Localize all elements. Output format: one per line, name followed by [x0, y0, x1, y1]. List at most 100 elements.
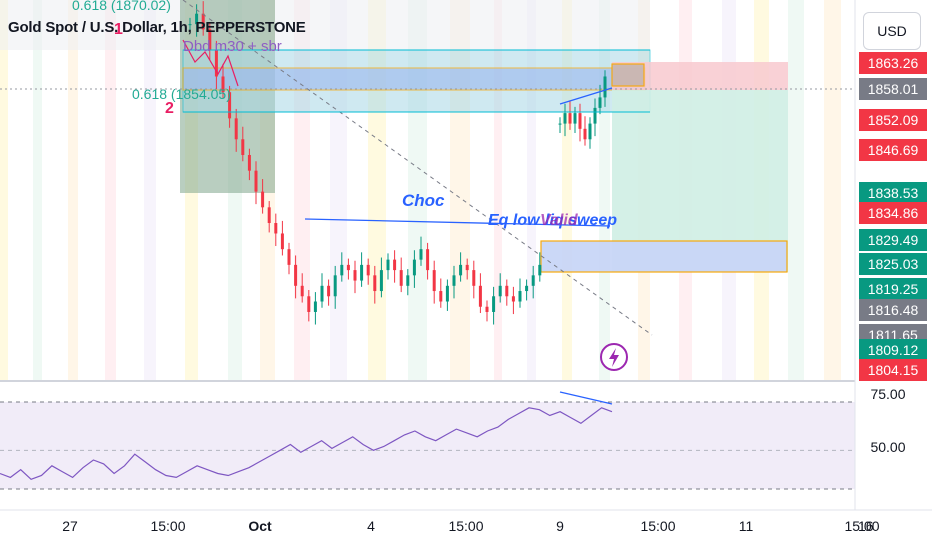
candle-body	[511, 296, 515, 302]
candle-body	[379, 270, 383, 292]
candle-body	[340, 264, 344, 276]
price-label: 1838.53	[868, 185, 919, 201]
time-axis-label: 16	[858, 518, 874, 534]
candle-body	[247, 154, 251, 171]
candle-body	[280, 233, 284, 250]
rsi-axis-label: 50.00	[870, 439, 905, 455]
time-axis-label: Oct	[248, 518, 272, 534]
session-band	[788, 0, 804, 380]
price-label-bg	[859, 229, 927, 251]
choc-annotation: Choc	[402, 191, 445, 210]
time-axis-label: 11	[739, 518, 754, 534]
time-axis-label: 27	[62, 518, 78, 534]
price-label-bg	[859, 78, 927, 100]
candle-body	[485, 306, 489, 312]
candle-body	[598, 97, 602, 108]
time-axis-label: 9	[556, 518, 564, 534]
candle-body	[201, 13, 205, 30]
candle-body	[412, 259, 416, 276]
lightning-bolt	[609, 348, 619, 367]
liq-sweep-annotation: liq sweep	[545, 212, 618, 229]
rsi-axis-label: 75.00	[870, 386, 905, 402]
candle-body	[426, 249, 430, 271]
candle-body	[459, 264, 463, 276]
candle-body	[234, 118, 238, 140]
currency-button[interactable]: USD	[863, 12, 921, 50]
price-label: 1846.69	[868, 142, 919, 158]
lightning-icon[interactable]	[600, 343, 628, 371]
candle-body	[593, 107, 597, 124]
candle-body	[313, 301, 317, 312]
price-label-bg	[859, 278, 927, 300]
candle-body	[498, 285, 502, 297]
time-axis-label: 4	[367, 518, 375, 534]
price-label-bg	[859, 359, 927, 381]
candle-body	[603, 76, 607, 98]
time-axis-label: 15:00	[640, 518, 675, 534]
candle-body	[307, 296, 311, 312]
session-band	[0, 0, 8, 380]
price-label-bg	[859, 139, 927, 161]
gray-region	[0, 0, 650, 50]
candlesticks	[188, 1, 607, 325]
candle-body	[406, 275, 410, 286]
price-label: 1829.49	[868, 232, 919, 248]
candle-body	[241, 139, 245, 155]
session-band	[599, 0, 610, 380]
candle-body	[346, 264, 350, 271]
candle-body	[188, 24, 192, 26]
candle-body	[573, 113, 577, 124]
candle-body	[578, 113, 582, 129]
candle-body	[518, 291, 522, 302]
time-axis-label: 15:00	[448, 518, 483, 534]
candle-body	[588, 123, 592, 140]
candle-body	[254, 170, 258, 192]
chart-title: Gold Spot / U.S. Dollar, 1h, PEPPERSTONE	[8, 19, 306, 36]
candle-body	[386, 259, 390, 271]
time-axis-label: 15:00	[844, 518, 879, 534]
price-label-bg	[859, 182, 927, 204]
price-label-bg	[859, 253, 927, 275]
trend-line	[182, 0, 653, 336]
dbd-annotation: Dbd m30 + sbr	[183, 38, 282, 55]
candle-body	[505, 285, 509, 297]
candle-body	[333, 275, 337, 297]
eq-low-annotation: Eq low	[488, 212, 540, 229]
choc-line	[304, 218, 611, 227]
demand-zone	[540, 240, 788, 273]
price-label-bg	[859, 109, 927, 131]
price-label: 1819.25	[868, 281, 919, 297]
candle-body	[267, 207, 271, 224]
candle-body	[465, 264, 469, 271]
rsi-pane	[0, 380, 932, 490]
candle-body	[360, 264, 364, 281]
candle-body	[478, 285, 482, 307]
time-axis-label: 15:00	[150, 518, 185, 534]
orange-zone	[182, 67, 646, 91]
entry-box	[611, 63, 645, 87]
price-label: 1863.26	[868, 55, 919, 71]
candle-body	[399, 270, 403, 286]
session-band	[494, 0, 502, 380]
candle-body	[558, 123, 562, 125]
candle-body	[583, 128, 587, 140]
candle-body	[294, 264, 298, 286]
pattern-number-1: 1	[114, 21, 123, 38]
analysis-zones	[0, 0, 855, 273]
session-band	[527, 0, 536, 380]
candle-body	[419, 249, 423, 260]
rsi-line	[0, 407, 613, 480]
session-band	[68, 0, 78, 380]
session-band	[562, 0, 572, 380]
fib-label-top: 0.618 (1870.02)	[72, 0, 171, 13]
candle-body	[525, 285, 529, 292]
candle-body	[563, 113, 567, 124]
divergence-line	[559, 87, 613, 105]
candle-body	[373, 275, 377, 292]
price-label-bg	[859, 202, 927, 224]
price-label: 1809.12	[868, 342, 919, 358]
session-band	[33, 0, 42, 380]
price-label: 1816.48	[868, 302, 919, 318]
